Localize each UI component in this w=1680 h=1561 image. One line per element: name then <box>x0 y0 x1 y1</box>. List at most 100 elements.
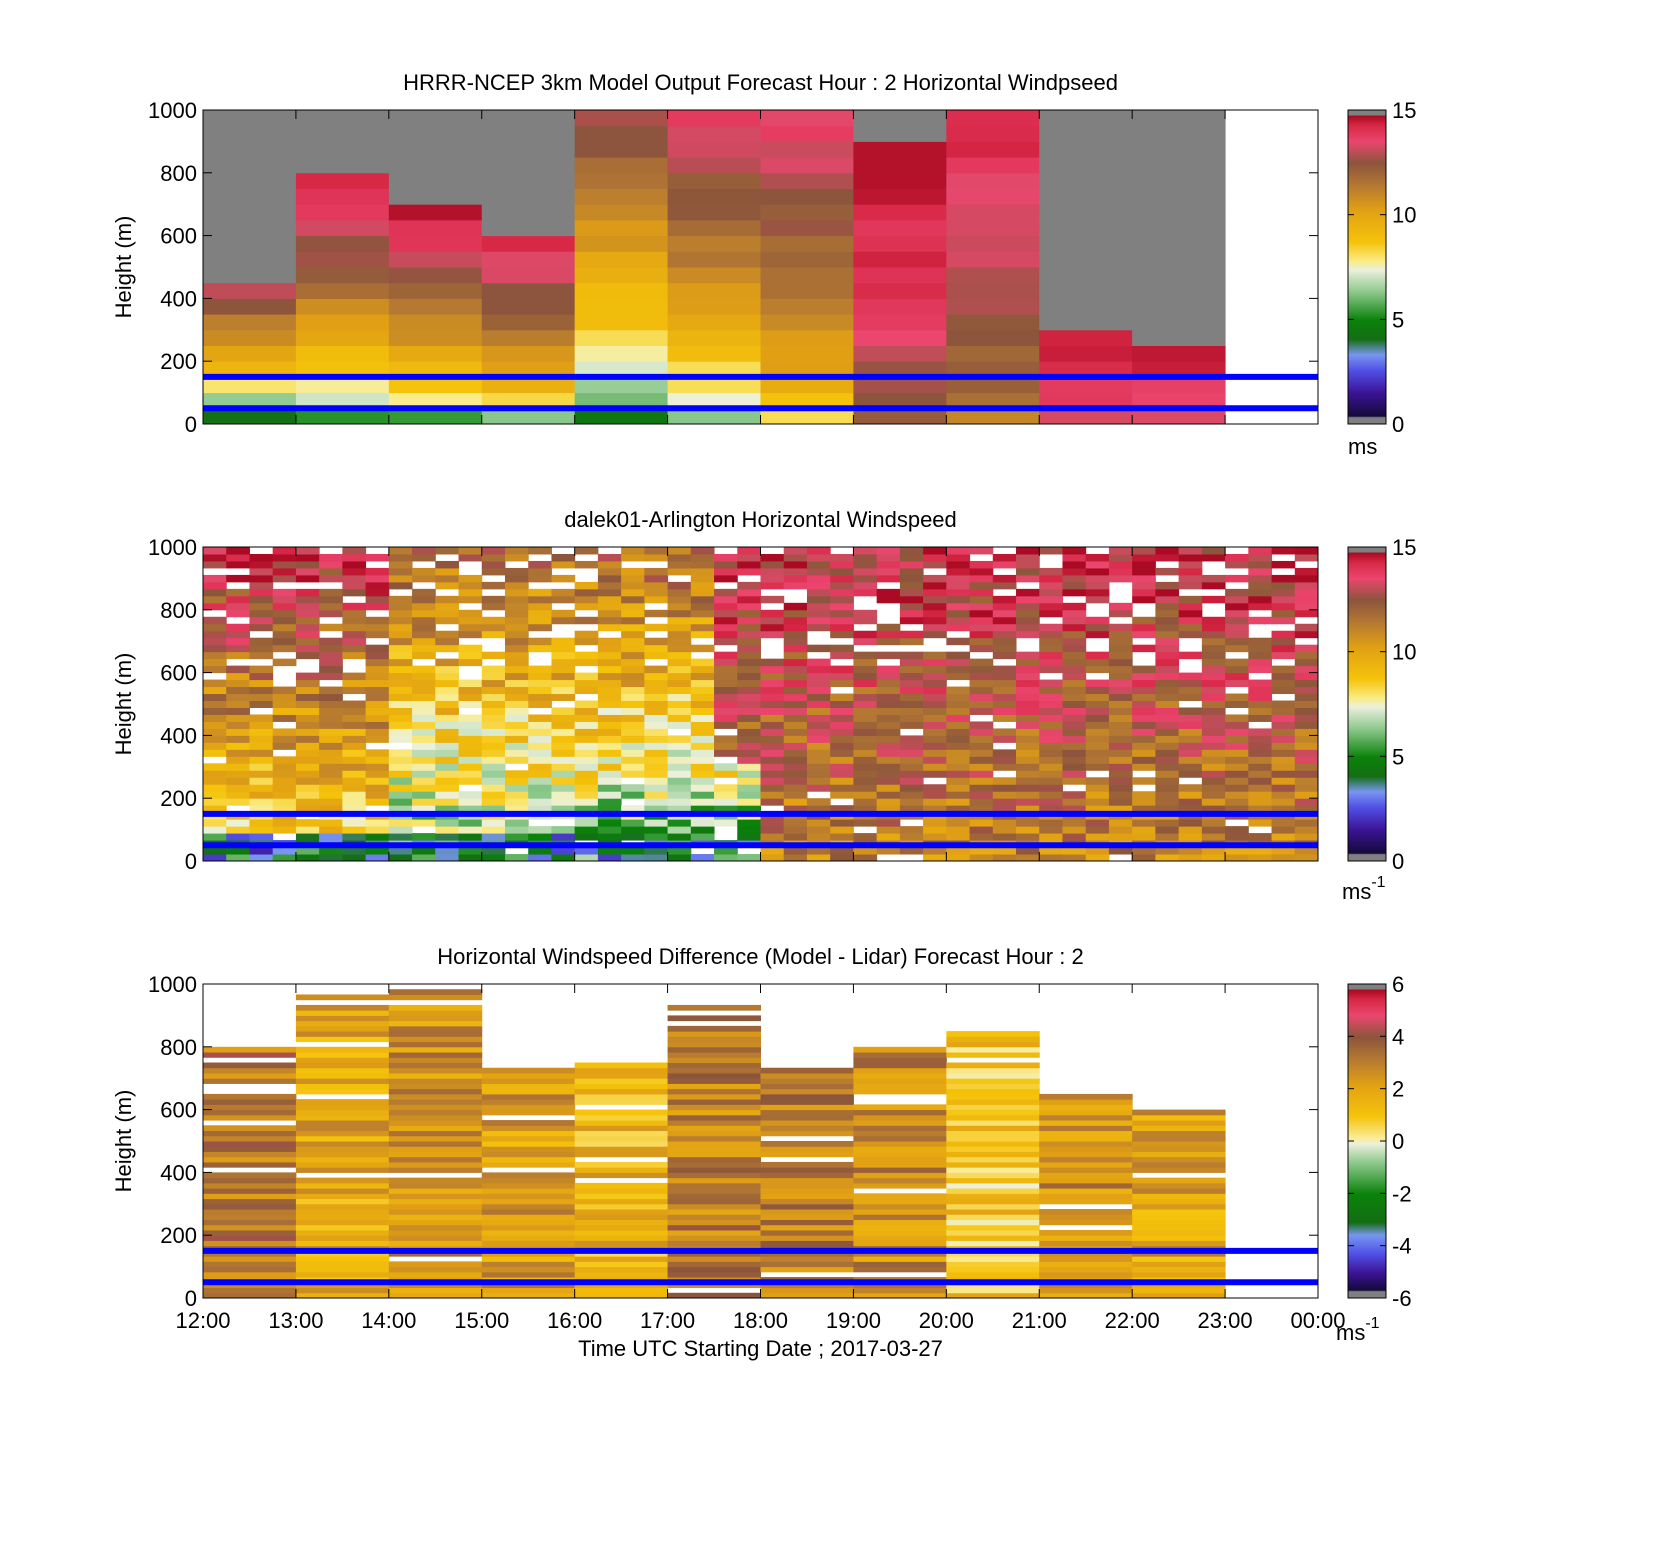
heatmap-cell <box>876 630 901 639</box>
heatmap-cell <box>597 595 622 604</box>
heatmap-cell <box>992 665 1017 674</box>
heatmap-cell <box>574 756 599 764</box>
heatmap-cell <box>388 1235 483 1241</box>
heatmap-cell <box>667 679 692 688</box>
heatmap-cell <box>528 700 552 708</box>
heatmap-cell <box>481 700 506 708</box>
heatmap-cell <box>412 763 436 771</box>
heatmap-cell <box>1108 560 1133 569</box>
heatmap-cell <box>1201 665 1226 674</box>
heatmap-cell <box>597 658 622 667</box>
heatmap-cell <box>1039 756 1063 764</box>
heatmap-cell <box>853 630 878 639</box>
heatmap-cell <box>388 665 413 674</box>
heatmap-cell <box>551 686 576 695</box>
heatmap-cell <box>923 623 947 632</box>
heatmap-cell <box>760 125 854 142</box>
heatmap-cell <box>760 553 785 562</box>
heatmap-cell <box>876 742 901 750</box>
heatmap-cell <box>295 1146 390 1152</box>
x-tick-label: 19:00 <box>826 1308 881 1333</box>
heatmap-cell <box>1039 819 1063 827</box>
heatmap-cell <box>899 595 924 604</box>
heatmap-cell <box>458 588 483 597</box>
heatmap-cell <box>504 547 529 555</box>
heatmap-cell <box>481 721 506 729</box>
heatmap-cell <box>806 847 831 855</box>
heatmap-cell <box>667 1177 761 1184</box>
heatmap-cell <box>1039 658 1063 667</box>
heatmap-cell <box>574 784 599 792</box>
heatmap-cell <box>272 700 297 708</box>
heatmap-cell <box>1178 798 1203 806</box>
heatmap-cell <box>1062 763 1087 771</box>
heatmap-cell <box>853 1109 947 1116</box>
heatmap-cell <box>597 637 622 646</box>
heatmap-cell <box>481 581 506 590</box>
heatmap-cell <box>1062 798 1087 806</box>
heatmap-cell <box>946 1041 1040 1048</box>
heatmap-cell <box>876 791 901 799</box>
heatmap-cell <box>203 1067 297 1074</box>
heatmap-cell <box>574 1172 669 1179</box>
heatmap-cell <box>1108 826 1133 834</box>
heatmap-cell <box>1108 609 1133 618</box>
heatmap-cell <box>272 805 297 813</box>
heatmap-cell <box>1085 742 1110 750</box>
heatmap-cell <box>1271 749 1296 757</box>
heatmap-cell <box>714 553 738 562</box>
heatmap-cell <box>504 714 529 722</box>
heatmap-cell <box>481 1067 576 1074</box>
heatmap-cell <box>388 1224 483 1231</box>
y-tick-label: 600 <box>160 661 197 686</box>
heatmap-cell <box>1108 567 1133 576</box>
heatmap-cell <box>574 1188 669 1194</box>
heatmap-cell <box>1248 707 1273 715</box>
heatmap-cell <box>644 553 669 562</box>
heatmap-cell <box>342 728 367 736</box>
heatmap-cell <box>1155 665 1180 674</box>
heatmap-cell <box>621 735 645 743</box>
heatmap-cell <box>667 770 692 778</box>
heatmap-cell <box>923 672 947 681</box>
heatmap-cell <box>412 637 436 646</box>
heatmap-cell <box>1294 644 1319 653</box>
heatmap-cell <box>714 609 738 618</box>
heatmap-cell <box>992 707 1017 715</box>
heatmap-cell <box>203 637 227 646</box>
heatmap-cell <box>621 728 645 736</box>
heatmap-cell <box>946 665 971 674</box>
heatmap-cell <box>203 560 227 569</box>
heatmap-cell <box>481 125 576 142</box>
heatmap-cell <box>203 1125 297 1132</box>
heatmap-cell <box>760 700 785 708</box>
heatmap-cell <box>249 770 274 778</box>
heatmap-cell <box>1248 616 1273 625</box>
heatmap-cell <box>458 651 483 660</box>
heatmap-cell <box>1016 595 1040 604</box>
heatmap-cell <box>597 672 622 681</box>
heatmap-cell <box>1085 630 1110 639</box>
heatmap-cell <box>1132 1287 1226 1294</box>
heatmap-cell <box>528 826 552 834</box>
heatmap-cell <box>1271 547 1296 555</box>
heatmap-cell <box>1294 574 1319 583</box>
heatmap-cell <box>551 574 576 583</box>
heatmap-cell <box>574 1083 669 1090</box>
heatmap-cell <box>1201 805 1226 813</box>
heatmap-cell <box>203 141 297 158</box>
heatmap-cell <box>481 833 506 841</box>
heatmap-cell <box>481 714 506 722</box>
heatmap-cell <box>690 826 715 834</box>
heatmap-cell <box>1132 763 1156 771</box>
heatmap-cell <box>1271 714 1296 722</box>
heatmap-cell <box>946 125 1040 142</box>
heatmap-cell <box>737 735 761 743</box>
heatmap-cell <box>760 749 785 757</box>
heatmap-cell <box>853 574 878 583</box>
heatmap-cell <box>319 742 343 750</box>
heatmap-cell <box>295 707 320 715</box>
heatmap-cell <box>295 728 320 736</box>
heatmap-cell <box>667 1266 761 1273</box>
heatmap-cell <box>1225 826 1249 834</box>
